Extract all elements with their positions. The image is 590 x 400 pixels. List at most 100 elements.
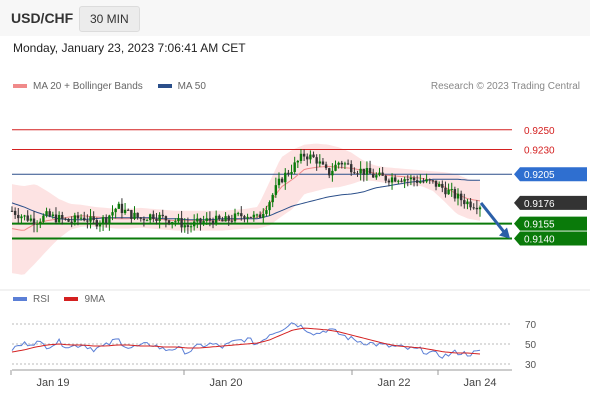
legend-rsi-label: RSI [33,294,50,305]
candle-body [287,172,290,174]
candle-body [406,179,409,181]
candle-body [252,214,256,218]
candle-body [337,162,340,165]
candle-body [167,220,171,224]
candle-body [139,217,142,219]
candle-body [255,214,259,216]
candle-body [196,218,199,222]
candle-body [20,216,23,219]
candle-body [83,217,86,221]
candle-body [123,209,127,214]
level-label-box-3 [514,195,587,210]
legend-ma50-swatch [157,84,172,89]
rsi-tick-0: 70 [525,320,537,331]
candle-body [152,214,155,219]
candle-body [149,214,152,221]
candle-body [353,172,356,174]
candle-body [13,210,17,215]
candle-body [318,161,322,164]
candle-body [221,219,224,222]
candle-body [249,216,252,218]
candle-body [205,218,208,222]
candle-body [365,168,369,175]
rsi-line [11,322,481,359]
candle-body [240,213,243,217]
legend-9ma-swatch [64,297,79,302]
candle-body [89,216,92,222]
price-legend: MA 20 + Bollinger Bands MA 50 [13,81,218,92]
candle-body [70,221,73,223]
candle-body [437,183,441,187]
candle-body [39,221,42,224]
level-label-0: 0.9250 [524,126,555,137]
candle-body [54,214,58,223]
candle-body [64,218,67,220]
candle-body [161,214,164,217]
candle-body [309,154,312,160]
candle-body [390,177,394,183]
candle-body [359,168,362,174]
candle-body [76,215,80,219]
candle-body [472,207,475,209]
candle-body [224,216,227,222]
candle-body [180,218,183,228]
symbol-label: USD/CHF [11,10,74,26]
candle-body [189,226,193,228]
rsi-tick-1: 50 [525,340,537,351]
candle-body [114,208,117,213]
candle-body [459,193,463,201]
candle-body [236,213,240,215]
title-bar: USD/CHF 30 MIN [0,0,590,36]
rsi-tick-2: 30 [525,360,537,371]
candle-body [293,162,296,172]
timeframe-button[interactable]: 30 MIN [79,6,140,32]
candle-body [321,161,325,165]
candle-body [258,214,262,218]
candle-body [57,215,61,223]
candle-body [434,180,438,187]
candle-body [431,180,435,182]
candle-body [375,175,378,178]
candle-body [45,211,48,216]
legend-rsi-swatch [13,297,27,302]
candle-body [79,217,83,219]
candle-body [51,214,55,216]
candle-body [403,179,406,182]
candle-body [306,156,309,160]
candle-body [117,203,120,209]
candle-body [23,215,26,217]
candle-body [158,214,161,222]
candle-body [469,201,472,208]
candle-body [447,189,450,195]
candle-body [86,220,89,222]
candle-body [409,177,413,180]
candle-body [73,215,77,223]
level-label-box-4 [514,216,587,231]
candle-body [356,173,359,175]
rsi-9ma-line [11,327,481,355]
legend-bb: MA 20 + Bollinger Bands [13,81,143,92]
candle-body [177,218,180,222]
candle-body [444,187,447,195]
candle-body [368,168,372,174]
credit-label: Research © 2023 Trading Central [430,81,580,92]
candle-body [42,215,45,222]
candle-body [174,221,177,223]
candle-body [450,189,453,191]
candle-body [463,200,466,205]
candle-body [111,212,114,216]
candle-body [183,225,186,228]
candle-body [48,211,51,216]
candle-body [202,221,205,223]
candle-body [243,216,246,219]
candle-body [164,216,168,221]
datetime-label: Monday, January 23, 2023 7:06:41 AM CET [13,41,246,55]
candle-body [133,212,136,219]
candle-body [145,220,149,222]
level-label-5: 0.9140 [524,234,555,245]
rsi-legend: RSI 9MA [13,294,117,305]
x-tick-label-3: Jan 24 [463,377,496,389]
level-label-3: 0.9176 [524,199,555,210]
candle-body [328,168,331,176]
